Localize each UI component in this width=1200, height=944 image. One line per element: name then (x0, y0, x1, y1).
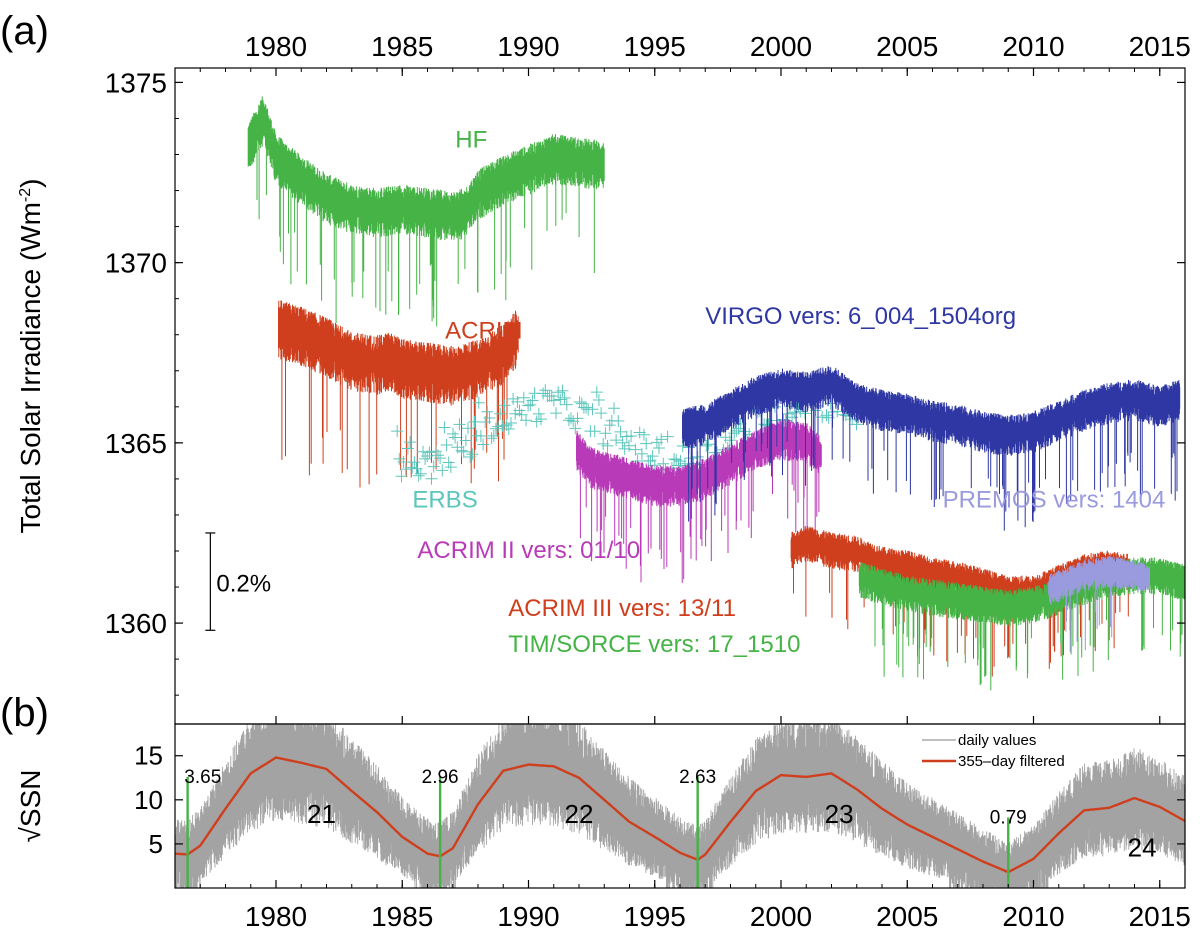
series-label: HF (455, 126, 487, 153)
y-axis-label-close: ) (15, 179, 46, 188)
panel-b: 3.65 2.96 2.63 0.79 21 22 23 24 1980 1985 1990 1995… (15, 723, 1191, 932)
series-virgo (682, 366, 1181, 531)
panel-a-plot-area (247, 96, 1185, 691)
scale-bar-label: 0.2% (216, 571, 271, 598)
x-tick-label-top: 1990 (497, 31, 559, 62)
panel-b-plot-area (175, 724, 1185, 888)
y-axis-label-sup: -2 (17, 188, 34, 202)
y-tick-label: 15 (134, 741, 163, 771)
series-label: ACRIM III vers: 13/11 (508, 595, 736, 622)
x-tick-label-bottom: 2005 (876, 901, 938, 932)
x-tick-label-top: 2015 (1129, 31, 1191, 62)
minimum-label: 2.63 (679, 767, 716, 788)
series-trace (682, 366, 1181, 531)
cycle-label: 22 (565, 799, 594, 829)
panel-a: 1980 1985 1990 1995 2000 2005 2010 2015 1360 1365… (15, 31, 1191, 725)
x-tick-label-bottom: 2010 (1002, 901, 1064, 932)
cycle-label: 23 (825, 799, 854, 829)
x-tick-label-bottom: 1980 (245, 901, 307, 932)
y-tick-label: 1370 (105, 248, 167, 279)
cycle-label: 24 (1128, 832, 1157, 862)
series-label: ACRIM II vers: 01/10 (417, 537, 640, 564)
y-axis-label-text: Total Solar Irradiance (Wm (15, 202, 46, 533)
legend-entry-daily: daily values (958, 732, 1036, 749)
panel-b-label: (b) (0, 691, 49, 735)
panel-a-label: (a) (0, 9, 49, 53)
minimum-label: 3.65 (184, 767, 221, 788)
x-tick-label-bottom: 1990 (497, 901, 559, 932)
series-hf (247, 96, 605, 327)
x-tick-label-bottom: 1995 (624, 901, 686, 932)
x-tick-label-top: 2010 (1002, 31, 1064, 62)
series-trace (1048, 556, 1150, 652)
y-tick-label: 10 (134, 785, 163, 815)
series-trace (278, 300, 519, 488)
series-acrim (278, 300, 519, 488)
series-filtered (175, 756, 1185, 874)
series-label: VIRGO vers: 6_004_1504org (705, 303, 1016, 330)
y-tick-label: 5 (149, 829, 163, 859)
y-tick-label: 1360 (105, 608, 167, 639)
x-tick-label-top: 2005 (876, 31, 938, 62)
y-axis-label-b: √SSN (15, 770, 46, 843)
legend-entry-filtered: 355–day filtered (958, 753, 1065, 770)
cycle-label: 21 (307, 799, 336, 829)
minimum-label: 2.96 (422, 767, 459, 788)
x-tick-label-bottom: 2015 (1129, 901, 1191, 932)
series-trace (247, 96, 605, 327)
y-tick-label: 1375 (105, 67, 167, 98)
y-axis-label: Total Solar Irradiance (Wm-2) (15, 179, 46, 534)
x-tick-label-top: 1995 (624, 31, 686, 62)
series-label: PREMOS vers: 1404 (943, 487, 1166, 514)
x-tick-label-top: 1985 (371, 31, 433, 62)
x-tick-label-bottom: 1985 (371, 901, 433, 932)
x-tick-label-top: 2000 (750, 31, 812, 62)
minimum-label: 0.79 (990, 807, 1027, 828)
series-label: ERBS (412, 487, 477, 514)
series-premos (1048, 556, 1150, 652)
x-tick-label-bottom: 2000 (750, 901, 812, 932)
series-label: TIM/SORCE vers: 17_1510 (508, 631, 800, 658)
x-tick-label-top: 1980 (245, 31, 307, 62)
series-label: ACRIM (445, 317, 522, 344)
y-tick-label: 1365 (105, 428, 167, 459)
